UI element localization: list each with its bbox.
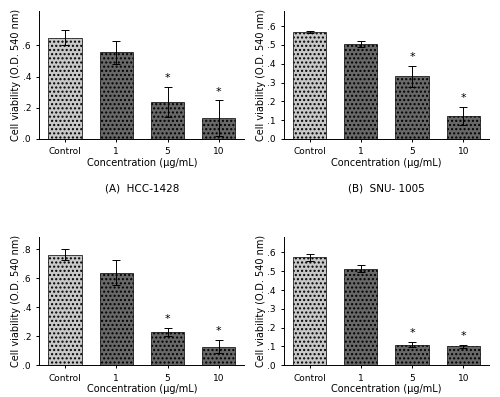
Text: *: *: [165, 314, 170, 324]
Text: *: *: [460, 93, 466, 103]
X-axis label: Concentration (μg/mL): Concentration (μg/mL): [86, 158, 197, 168]
Text: *: *: [409, 52, 415, 62]
Y-axis label: Cell viability (O.D. 540 nm): Cell viability (O.D. 540 nm): [11, 235, 21, 367]
Bar: [293, 32, 326, 139]
Text: (B)  SNU- 1005: (B) SNU- 1005: [348, 183, 425, 193]
Bar: [151, 102, 184, 139]
Text: *: *: [409, 328, 415, 339]
Bar: [396, 76, 428, 139]
Bar: [100, 52, 133, 139]
Bar: [202, 347, 235, 365]
Bar: [48, 38, 82, 139]
Text: *: *: [165, 73, 170, 83]
Bar: [202, 118, 235, 139]
Bar: [344, 44, 378, 139]
Bar: [293, 257, 326, 365]
Bar: [446, 347, 480, 365]
X-axis label: Concentration (μg/mL): Concentration (μg/mL): [86, 384, 197, 394]
Y-axis label: Cell viability (O.D. 540 nm): Cell viability (O.D. 540 nm): [11, 9, 21, 141]
Bar: [100, 273, 133, 365]
Text: *: *: [460, 331, 466, 341]
Text: *: *: [216, 326, 222, 336]
Bar: [151, 332, 184, 365]
Text: *: *: [216, 87, 222, 96]
Y-axis label: Cell viability (O.D. 540 nm): Cell viability (O.D. 540 nm): [256, 9, 266, 141]
Y-axis label: Cell viability (O.D. 540 nm): Cell viability (O.D. 540 nm): [256, 235, 266, 367]
X-axis label: Concentration (μg/mL): Concentration (μg/mL): [331, 158, 442, 168]
Bar: [446, 116, 480, 139]
X-axis label: Concentration (μg/mL): Concentration (μg/mL): [331, 384, 442, 394]
Bar: [344, 269, 378, 365]
Text: (A)  HCC-1428: (A) HCC-1428: [105, 183, 179, 193]
Bar: [48, 255, 82, 365]
Bar: [396, 345, 428, 365]
